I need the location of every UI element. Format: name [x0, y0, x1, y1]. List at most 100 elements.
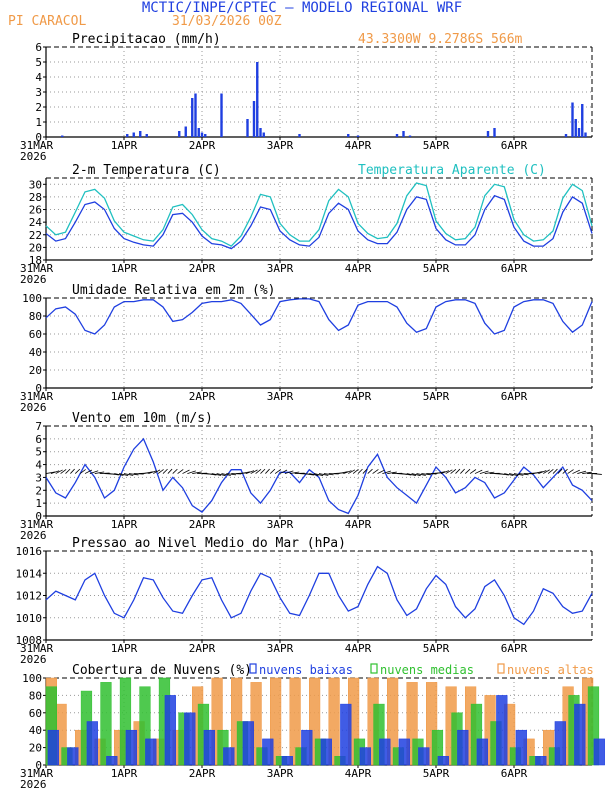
cloud-bar-nuvens-baixas: [47, 729, 59, 766]
wind-barb: [245, 470, 255, 474]
wind-barb: [464, 468, 471, 474]
y-tick-label: 30: [29, 178, 42, 191]
panel-5: 0 20 40 60 80 100 31MAR 1APR 2APR 3APR 4APR 5APR 6AP…: [20, 663, 605, 791]
y-tick-label: 80: [29, 310, 42, 323]
precip-bar: [402, 131, 405, 137]
cloud-bar-nuvens-baixas: [379, 738, 391, 766]
wind-barb: [157, 469, 164, 474]
y-tick-label: 1008: [16, 634, 43, 647]
y-tick-label: 1012: [16, 590, 43, 603]
cloud-bar-nuvens-altas: [270, 677, 282, 766]
precip-bar: [178, 131, 181, 137]
cloud-bar-nuvens-baixas: [593, 738, 605, 766]
x-tick-label: 31MAR: [20, 767, 53, 780]
wind-barb: [479, 470, 489, 474]
series-line-0: [45, 437, 593, 515]
y-tick-label: 2: [35, 484, 42, 497]
precip-bar: [486, 131, 490, 137]
x-tick-label: 6APR: [501, 139, 528, 152]
wind-barb: [269, 468, 276, 474]
figure-title: MCTIC/INPE/CPTEC – MODELO REGIONAL WRF: [142, 0, 462, 16]
x-tick-label: 1APR: [111, 767, 138, 780]
y-tick-label: 1010: [16, 612, 43, 625]
y-tick-label: 7: [35, 420, 42, 433]
wind-barb: [547, 468, 554, 474]
cloud-bar-nuvens-baixas: [184, 712, 196, 766]
wind-barb: [216, 473, 226, 477]
precip-bar: [200, 132, 204, 137]
wind-barb: [167, 468, 173, 474]
legend-swatch: [497, 663, 505, 674]
y-tick-label: 6: [35, 41, 42, 54]
x-tick-label: 6APR: [501, 262, 528, 275]
wind-barb: [435, 471, 446, 474]
x-tick-label: 31MAR: [20, 518, 53, 531]
wind-barb: [567, 469, 574, 474]
wind-barb: [109, 473, 120, 476]
wind-barb: [543, 469, 550, 474]
cloud-bar-nuvens-baixas: [145, 738, 157, 766]
y-tick-label: 5: [35, 446, 42, 459]
precip-bar: [139, 131, 142, 137]
precip-bar: [191, 98, 194, 137]
wind-barb: [499, 473, 509, 476]
wind-barb: [387, 471, 397, 474]
coords-label: 43.3300W 9.2786S 566m: [358, 32, 523, 47]
wind-barb: [372, 469, 379, 474]
x-tick-label: 2APR: [189, 262, 216, 275]
y-tick-label: 40: [29, 724, 42, 737]
wind-barb: [309, 473, 319, 476]
y-tick-label: 26: [29, 204, 42, 217]
wind-barb: [445, 469, 453, 474]
y-tick-label: 40: [29, 346, 42, 359]
x-tick-year: 2026: [20, 150, 47, 163]
precip-bar: [252, 101, 256, 137]
wind-barb: [557, 468, 563, 474]
precip-bar: [347, 134, 350, 137]
cloud-bar-nuvens-baixas: [535, 756, 547, 766]
x-tick-year: 2026: [20, 778, 47, 791]
cloud-bar-nuvens-baixas: [67, 747, 79, 766]
y-tick-label: 100: [22, 672, 42, 685]
x-tick-label: 5APR: [423, 262, 450, 275]
wind-barb: [211, 473, 222, 476]
wind-barb: [70, 468, 75, 474]
wind-barb: [84, 469, 93, 474]
y-tick-label: 1014: [16, 567, 43, 580]
wind-barb: [304, 473, 314, 476]
x-tick-label: 3APR: [267, 390, 294, 403]
wind-barb: [513, 473, 524, 476]
panel-title: 2-m Temperatura (C): [72, 163, 221, 178]
y-tick-label: 1016: [16, 545, 43, 558]
cloud-bar-nuvens-medias: [431, 729, 444, 766]
wind-barb: [518, 473, 529, 476]
wind-barb: [352, 469, 359, 474]
x-tick-label: 1APR: [111, 390, 138, 403]
precip-bar: [61, 135, 64, 137]
x-tick-label: 2APR: [189, 642, 216, 655]
wind-barb: [260, 468, 266, 474]
y-tick-label: 100: [22, 292, 42, 305]
series-line-0: [45, 194, 593, 250]
cloud-bar-nuvens-baixas: [320, 738, 332, 766]
precip-bar: [246, 119, 249, 137]
panel-4: 1008 1010 1012 1014 1016 31MAR 1APR 2APR 3APR 4AP…: [16, 536, 593, 666]
cloud-bar-nuvens-baixas: [106, 756, 118, 766]
x-tick-label: 5APR: [423, 390, 450, 403]
wind-barb: [362, 468, 368, 474]
wind-barb: [401, 473, 412, 476]
x-tick-label: 31MAR: [20, 390, 53, 403]
wind-barb: [114, 473, 124, 476]
x-tick-label: 6APR: [501, 642, 528, 655]
x-tick-label: 1APR: [111, 518, 138, 531]
cloud-bar-nuvens-medias: [139, 686, 151, 766]
wind-barb: [55, 469, 63, 474]
precip-bar: [577, 128, 581, 137]
wind-barb: [74, 468, 81, 474]
x-tick-year: 2026: [20, 273, 47, 286]
panel-2: 0 20 40 60 80 100 31MAR 1APR 2APR 3APR 4APR 5APR 6AP…: [20, 283, 593, 414]
wind-barb: [79, 469, 86, 474]
precip-bar: [204, 134, 207, 137]
